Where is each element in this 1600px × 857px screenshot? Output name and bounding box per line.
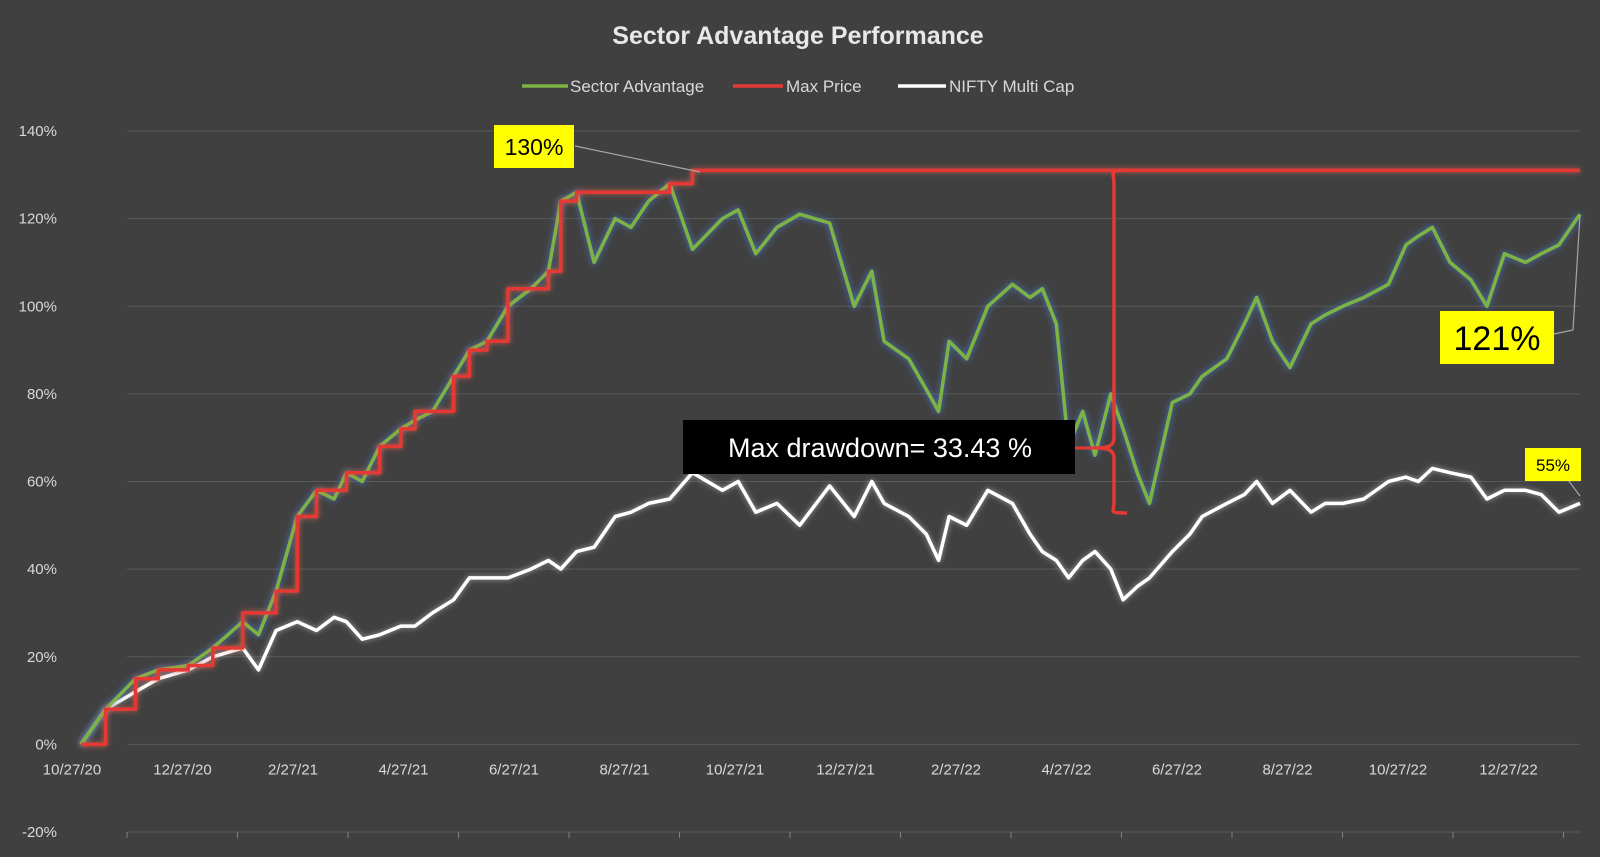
callout-55: 55% bbox=[1525, 448, 1581, 481]
callout-121-leader-b bbox=[1572, 214, 1581, 331]
y-tick-label: 140% bbox=[19, 123, 57, 140]
y-axis-tick-labels: -20% 0% 20% 40% 60% 80% 100% 120% 140% bbox=[19, 123, 57, 841]
x-tick-label: 6/27/21 bbox=[489, 761, 539, 778]
legend-item-nifty-multi-cap: NIFTY Multi Cap bbox=[898, 77, 1074, 96]
callout-55-box bbox=[1525, 448, 1581, 481]
callout-121-label: 121% bbox=[1454, 320, 1541, 358]
callout-121-box bbox=[1440, 311, 1554, 364]
x-tick-label: 2/27/21 bbox=[268, 761, 318, 778]
drawdown-callout-label: Max drawdown= 33.43 % bbox=[728, 433, 1032, 463]
y-tick-label: 120% bbox=[19, 211, 57, 228]
x-axis-tick-marks bbox=[126, 832, 1564, 838]
legend-label-max-price: Max Price bbox=[786, 77, 862, 96]
legend: Sector Advantage Max Price NIFTY Multi C… bbox=[522, 77, 1074, 96]
gridlines bbox=[127, 130, 1580, 833]
callout-130: 130% bbox=[494, 125, 574, 168]
y-tick-label: 100% bbox=[19, 298, 57, 315]
drawdown-brace bbox=[1095, 168, 1128, 515]
x-axis-tick-labels: 10/27/20 12/27/20 2/27/21 4/27/21 6/27/21 8/2… bbox=[43, 761, 1538, 778]
legend-label-sector-advantage: Sector Advantage bbox=[570, 77, 704, 96]
x-tick-label: 10/27/20 bbox=[43, 761, 101, 778]
y-tick-label: 0% bbox=[35, 736, 57, 753]
y-tick-label: 60% bbox=[27, 474, 57, 491]
legend-item-sector-advantage: Sector Advantage bbox=[522, 77, 704, 96]
x-tick-label: 6/27/22 bbox=[1152, 761, 1202, 778]
callout-121-leader-a bbox=[1553, 329, 1574, 335]
y-tick-label: 40% bbox=[27, 561, 57, 578]
series-line-sector-advantage bbox=[79, 181, 1582, 746]
y-tick-label: 20% bbox=[27, 649, 57, 666]
series-line-nifty-multi-cap bbox=[79, 466, 1581, 746]
callout-55-label: 55% bbox=[1536, 456, 1570, 475]
drawdown-callout: Max drawdown= 33.43 % bbox=[683, 420, 1075, 474]
drawdown-bracket bbox=[1075, 168, 1128, 515]
y-tick-label: 80% bbox=[27, 386, 57, 403]
legend-label-nifty-multi-cap: NIFTY Multi Cap bbox=[949, 77, 1074, 96]
drawdown-callout-box bbox=[683, 420, 1075, 474]
x-tick-label: 4/27/21 bbox=[378, 761, 428, 778]
x-tick-label: 2/27/22 bbox=[931, 761, 981, 778]
callout-55-leader bbox=[1567, 479, 1581, 497]
callout-130-leader bbox=[574, 145, 701, 173]
callout-130-box bbox=[494, 125, 574, 168]
x-tick-label: 4/27/22 bbox=[1041, 761, 1091, 778]
x-tick-label: 12/27/22 bbox=[1479, 761, 1537, 778]
series-line-max-price bbox=[81, 168, 1580, 747]
x-tick-label: 12/27/20 bbox=[153, 761, 211, 778]
callout-130-label: 130% bbox=[505, 134, 564, 160]
x-tick-label: 12/27/21 bbox=[816, 761, 874, 778]
y-tick-label: -20% bbox=[22, 824, 57, 841]
legend-item-max-price: Max Price bbox=[733, 77, 862, 96]
x-tick-label: 10/27/21 bbox=[706, 761, 764, 778]
callout-121: 121% bbox=[1440, 311, 1554, 364]
x-tick-label: 8/27/21 bbox=[599, 761, 649, 778]
chart-title: Sector Advantage Performance bbox=[612, 22, 984, 50]
x-tick-label: 8/27/22 bbox=[1262, 761, 1312, 778]
x-tick-label: 10/27/22 bbox=[1369, 761, 1427, 778]
